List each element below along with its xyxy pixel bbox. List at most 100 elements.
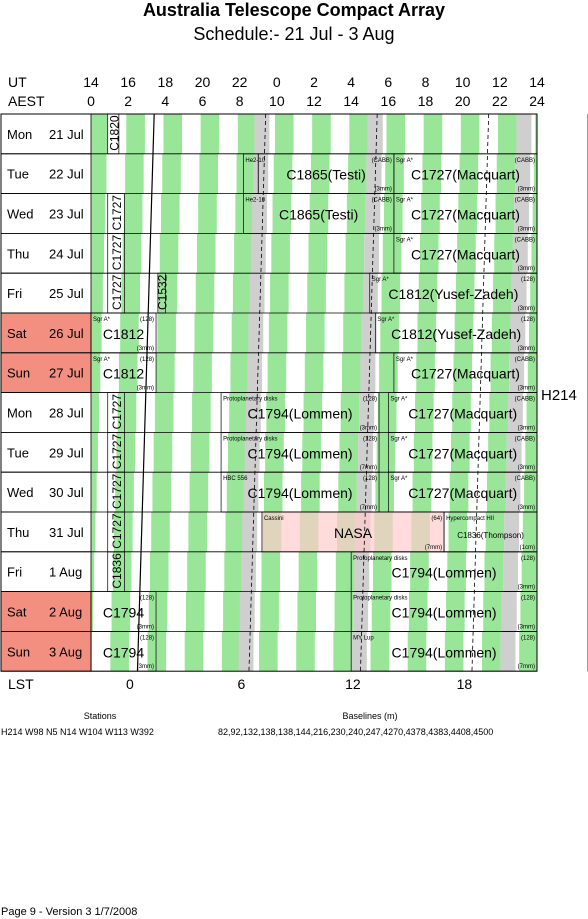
block-note: Sgr A* [93, 357, 111, 363]
green-stripe [158, 273, 178, 313]
green-stripe [304, 352, 324, 393]
green-stripe [185, 591, 205, 632]
day-cell [0, 591, 92, 632]
gray-stripe [514, 193, 529, 234]
ut-tick-label: 14 [83, 74, 99, 90]
block-sub: (1cm) [520, 545, 535, 551]
block-code-vertical: C1727 [110, 195, 124, 231]
gray-stripe [516, 114, 532, 154]
green-stripe [379, 352, 398, 393]
ut-tick-label: 12 [492, 74, 508, 90]
green-stripe [446, 591, 465, 632]
day-name: Fri [7, 286, 22, 301]
green-stripe [259, 631, 278, 672]
green-stripe [526, 392, 537, 433]
green-stripe [344, 273, 363, 313]
green-stripe [91, 472, 97, 512]
page-footer: Page 9 - Version 3 1/7/2008 [1, 906, 138, 918]
block-tag: (128) [140, 596, 154, 602]
aest-tick-label: 4 [161, 93, 170, 109]
block-note: Sgr A* [396, 158, 414, 164]
day-name: Thu [7, 525, 29, 540]
gray-stripe [366, 153, 382, 194]
day-name: Wed [7, 485, 34, 500]
green-stripe [412, 472, 432, 512]
green-stripe [120, 313, 139, 353]
green-stripe [110, 631, 129, 672]
block-note: Sgr A* [377, 317, 395, 323]
block-tag: (128) [140, 635, 154, 641]
lst-tick-label: 0 [125, 676, 134, 692]
block-code-vertical: C1727 [110, 394, 124, 430]
day-cell [0, 551, 92, 592]
block-sub: (3mm) [518, 386, 535, 392]
gray-stripe [504, 512, 520, 552]
day-name: Wed [7, 207, 34, 222]
green-stripe [91, 233, 105, 274]
aest-tick-label: 2 [124, 93, 133, 109]
green-stripe [455, 273, 475, 313]
green-stripe [449, 472, 469, 512]
green-stripe [116, 432, 136, 473]
green-stripe [486, 472, 506, 512]
day-name: Tue [7, 445, 29, 460]
block-code: C1727(Macquart) [411, 366, 520, 382]
green-stripe [232, 273, 252, 313]
green-stripe [193, 352, 212, 393]
green-stripe [237, 114, 257, 154]
green-stripe [227, 432, 247, 473]
block-code: C1836(Thompson) [457, 531, 524, 540]
day-name: Sun [7, 644, 30, 659]
green-stripe [375, 472, 395, 512]
block-tag: (128) [363, 397, 377, 403]
green-stripe [380, 313, 399, 353]
green-stripe [421, 193, 440, 234]
aest-label: AEST [8, 93, 45, 109]
green-stripe [260, 591, 279, 632]
gray-stripe [354, 551, 370, 592]
green-stripe [267, 352, 287, 393]
stations-title: Stations [83, 711, 117, 721]
green-stripe [274, 114, 294, 154]
green-stripe [153, 432, 173, 473]
block-tag: (128) [521, 317, 535, 323]
green-stripe [312, 114, 331, 154]
day-date: 3 Aug [49, 644, 82, 659]
ut-label: UT [8, 74, 27, 90]
green-stripe [496, 153, 516, 194]
block-tag: (128) [521, 596, 535, 602]
green-stripe [235, 193, 254, 234]
green-stripe [125, 153, 144, 194]
block-sub: (3mm) [518, 585, 535, 591]
aest-tick-label: 6 [198, 93, 207, 109]
green-stripe [371, 591, 391, 632]
schedule-block [261, 511, 445, 553]
green-stripe [91, 352, 101, 393]
green-stripe [484, 551, 504, 592]
gray-stripe [512, 233, 528, 274]
block-sub: (3mm) [518, 226, 535, 232]
baselines-list: 82,92,132,138,138,144,216,230,240,247,42… [218, 727, 494, 737]
green-stripe [184, 631, 204, 672]
lst-tick-label: 6 [237, 676, 246, 692]
green-stripe [519, 631, 537, 672]
gray-stripe [238, 631, 254, 672]
block-tag: (CABB) [515, 198, 535, 204]
block-code: NASA [334, 525, 373, 541]
lst-line [471, 113, 490, 672]
gray-stripe [510, 313, 526, 353]
green-stripe [91, 114, 108, 154]
green-stripe [460, 114, 480, 154]
block-tag: (128) [521, 556, 535, 562]
block-note: Sgr A* [396, 237, 414, 243]
aest-tick-label: 0 [87, 93, 95, 109]
green-stripe [163, 114, 183, 154]
block-sub: (3mm) [360, 425, 377, 431]
green-stripe [117, 392, 137, 433]
block-tag: (CABB) [515, 237, 535, 243]
aest-tick-label: 18 [417, 93, 434, 109]
gray-stripe [364, 233, 380, 274]
gray-stripe [359, 392, 375, 433]
block-sub: (3mm) [137, 624, 154, 630]
